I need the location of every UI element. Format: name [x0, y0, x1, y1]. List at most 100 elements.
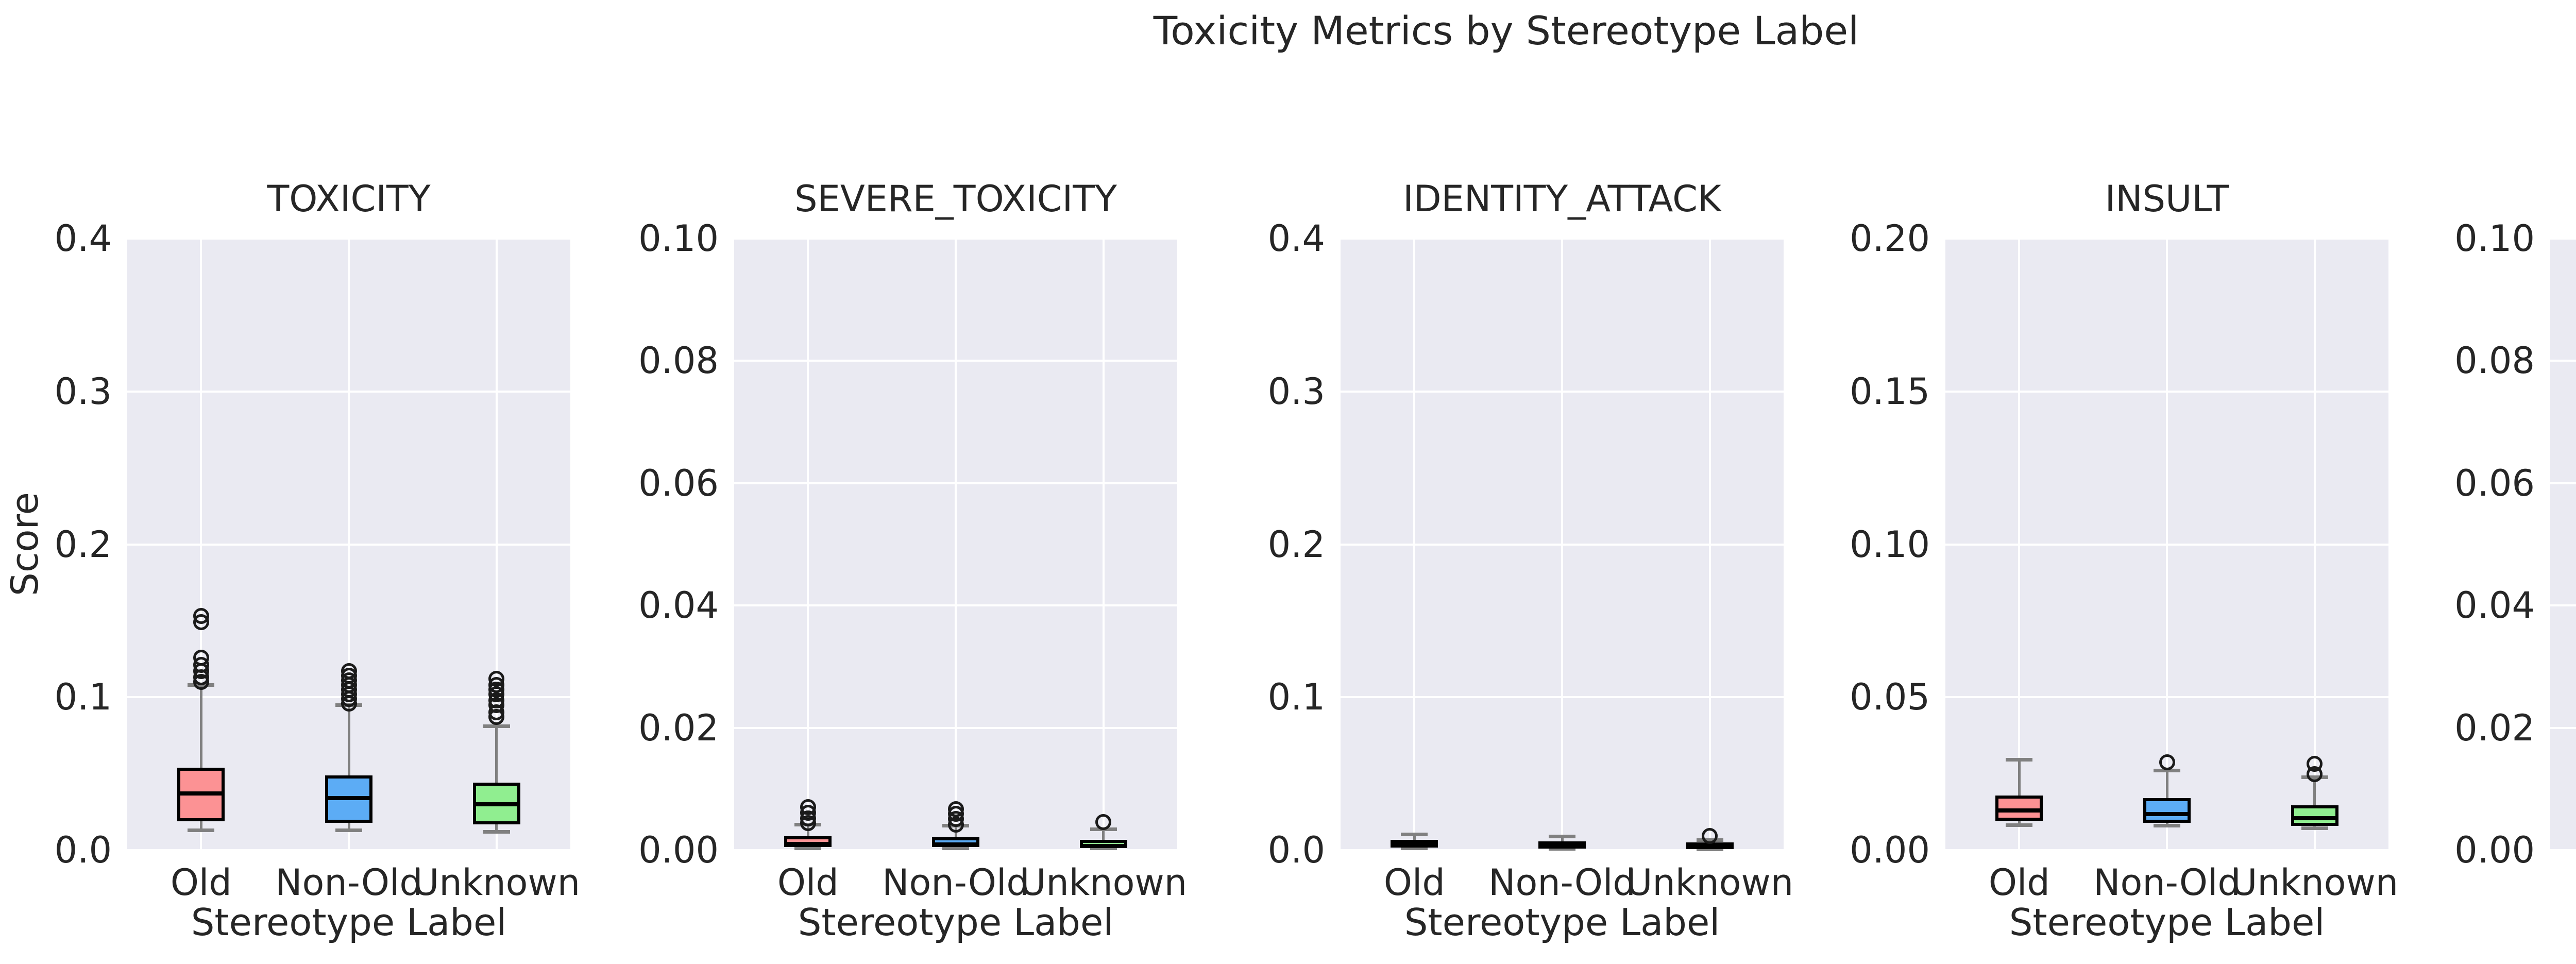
- subplot-title-severe-toxicity: SEVERE_TOXICITY: [794, 178, 1117, 220]
- whisker-line-upper-non-old: [1561, 836, 1564, 842]
- whisker-line-upper-unknown: [1102, 829, 1105, 840]
- median-line-old: [1391, 842, 1438, 847]
- whisker-cap-upper-unknown: [483, 724, 510, 729]
- grid-line-horizontal: [2550, 360, 2576, 362]
- whisker-cap-lower-unknown: [483, 830, 510, 834]
- y-tick-label: 0.2: [54, 523, 112, 566]
- x-tick-label-unknown: Unknown: [1626, 861, 1794, 904]
- outlier-point-non-old: [947, 801, 964, 817]
- box-insult-non-old: [2143, 798, 2191, 823]
- grid-line-vertical: [2166, 239, 2168, 850]
- whisker-line-upper-old: [2018, 759, 2021, 796]
- subplot-title-insult: INSULT: [2105, 178, 2229, 220]
- whisker-cap-lower-non-old: [1549, 847, 1575, 851]
- y-tick-label: 0.20: [1850, 217, 1930, 260]
- grid-line-vertical: [2313, 239, 2316, 850]
- y-tick-label: 0.00: [638, 829, 719, 871]
- y-tick-label: 0.06: [2454, 462, 2535, 504]
- y-tick-label: 0.00: [2454, 829, 2535, 871]
- grid-line-horizontal: [2550, 482, 2576, 484]
- x-tick-label-old: Old: [1383, 861, 1445, 904]
- whisker-line-upper-unknown: [2313, 777, 2316, 806]
- y-tick-label: 0.06: [638, 462, 719, 504]
- x-tick-label-unknown: Unknown: [2231, 861, 2399, 904]
- y-tick-label: 0.02: [638, 706, 719, 749]
- grid-line-horizontal: [1945, 849, 2388, 851]
- median-line-unknown: [2291, 816, 2338, 821]
- y-tick-label: 0.2: [1267, 523, 1325, 566]
- whisker-line-lower-old: [2018, 821, 2021, 825]
- grid-line-horizontal: [2550, 238, 2576, 240]
- median-line-unknown: [1079, 843, 1127, 848]
- whisker-cap-lower-old: [794, 846, 822, 850]
- outlier-point-unknown: [2307, 755, 2323, 772]
- whisker-cap-lower-non-old: [335, 828, 362, 832]
- whisker-cap-lower-unknown: [2301, 826, 2328, 831]
- y-tick-label: 0.08: [638, 340, 719, 382]
- grid-line-horizontal: [2550, 726, 2576, 729]
- grid-line-horizontal: [734, 849, 1177, 851]
- whisker-line-upper-old: [1413, 834, 1416, 840]
- whisker-line-lower-unknown: [495, 824, 498, 832]
- median-line-non-old: [932, 842, 979, 847]
- axes-threat: [2550, 239, 2576, 850]
- subplot-title-toxicity: TOXICITY: [267, 178, 431, 220]
- median-line-old: [1995, 808, 2043, 813]
- y-tick-label: 0.1: [1267, 676, 1325, 719]
- x-tick-label-non-old: Non-Old: [275, 861, 422, 904]
- outlier-point-non-old: [2159, 754, 2175, 770]
- median-line-non-old: [325, 796, 372, 801]
- median-line-old: [784, 842, 832, 847]
- y-tick-label: 0.0: [54, 829, 112, 871]
- x-axis-label-severe-toxicity: Stereotype Label: [798, 901, 1114, 944]
- grid-line-vertical: [200, 239, 202, 850]
- whisker-cap-lower-old: [188, 828, 215, 832]
- grid-line-vertical: [807, 239, 809, 850]
- x-tick-label-non-old: Non-Old: [1488, 861, 1636, 904]
- subplot-title-identity-attack: IDENTITY_ATTACK: [1403, 178, 1721, 220]
- y-tick-label: 0.4: [1267, 217, 1325, 260]
- y-tick-label: 0.4: [54, 217, 112, 260]
- grid-line-vertical: [2018, 239, 2021, 850]
- outlier-point-non-old: [341, 663, 357, 680]
- x-tick-label-non-old: Non-Old: [882, 861, 1029, 904]
- median-line-non-old: [1538, 844, 1586, 849]
- grid-line-horizontal: [2550, 604, 2576, 607]
- box-insult-old: [1995, 796, 2043, 821]
- outlier-point-unknown: [1702, 828, 1718, 844]
- figure-title: Toxicity Metrics by Stereotype Label: [1153, 8, 1859, 54]
- whisker-cap-upper-old: [1401, 833, 1428, 837]
- whisker-cap-upper-non-old: [1549, 835, 1575, 839]
- whisker-line-upper-unknown: [495, 726, 498, 783]
- whisker-line-lower-old: [199, 821, 202, 831]
- x-tick-label-non-old: Non-Old: [2093, 861, 2241, 904]
- x-axis-label-toxicity: Stereotype Label: [191, 901, 507, 944]
- y-tick-label: 0.04: [638, 584, 719, 627]
- y-tick-label: 0.08: [2454, 340, 2535, 382]
- y-tick-label: 0.04: [2454, 584, 2535, 627]
- grid-line-vertical: [1413, 239, 1416, 850]
- outlier-point-unknown: [1095, 814, 1112, 830]
- grid-line-vertical: [495, 239, 498, 850]
- y-tick-label: 0.02: [2454, 706, 2535, 749]
- y-tick-label: 0.05: [1850, 676, 1930, 719]
- whisker-cap-lower-old: [1401, 846, 1428, 850]
- grid-line-vertical: [955, 239, 957, 850]
- whisker-line-upper-non-old: [347, 705, 350, 775]
- outlier-point-old: [193, 608, 209, 624]
- whisker-cap-lower-old: [2006, 823, 2033, 827]
- whisker-line-upper-non-old: [2165, 770, 2168, 799]
- median-line-non-old: [2143, 811, 2191, 816]
- x-tick-label-unknown: Unknown: [1020, 861, 1188, 904]
- y-tick-label: 0.00: [1850, 829, 1930, 871]
- grid-line-vertical: [348, 239, 350, 850]
- whisker-cap-lower-unknown: [1696, 848, 1723, 852]
- box-insult-unknown: [2291, 805, 2338, 826]
- y-tick-label: 0.15: [1850, 370, 1930, 413]
- grid-line-vertical: [1708, 239, 1711, 850]
- whisker-line-lower-non-old: [347, 822, 350, 831]
- x-tick-label-old: Old: [1988, 861, 2050, 904]
- outlier-point-old: [800, 799, 816, 816]
- y-tick-label: 0.3: [54, 370, 112, 413]
